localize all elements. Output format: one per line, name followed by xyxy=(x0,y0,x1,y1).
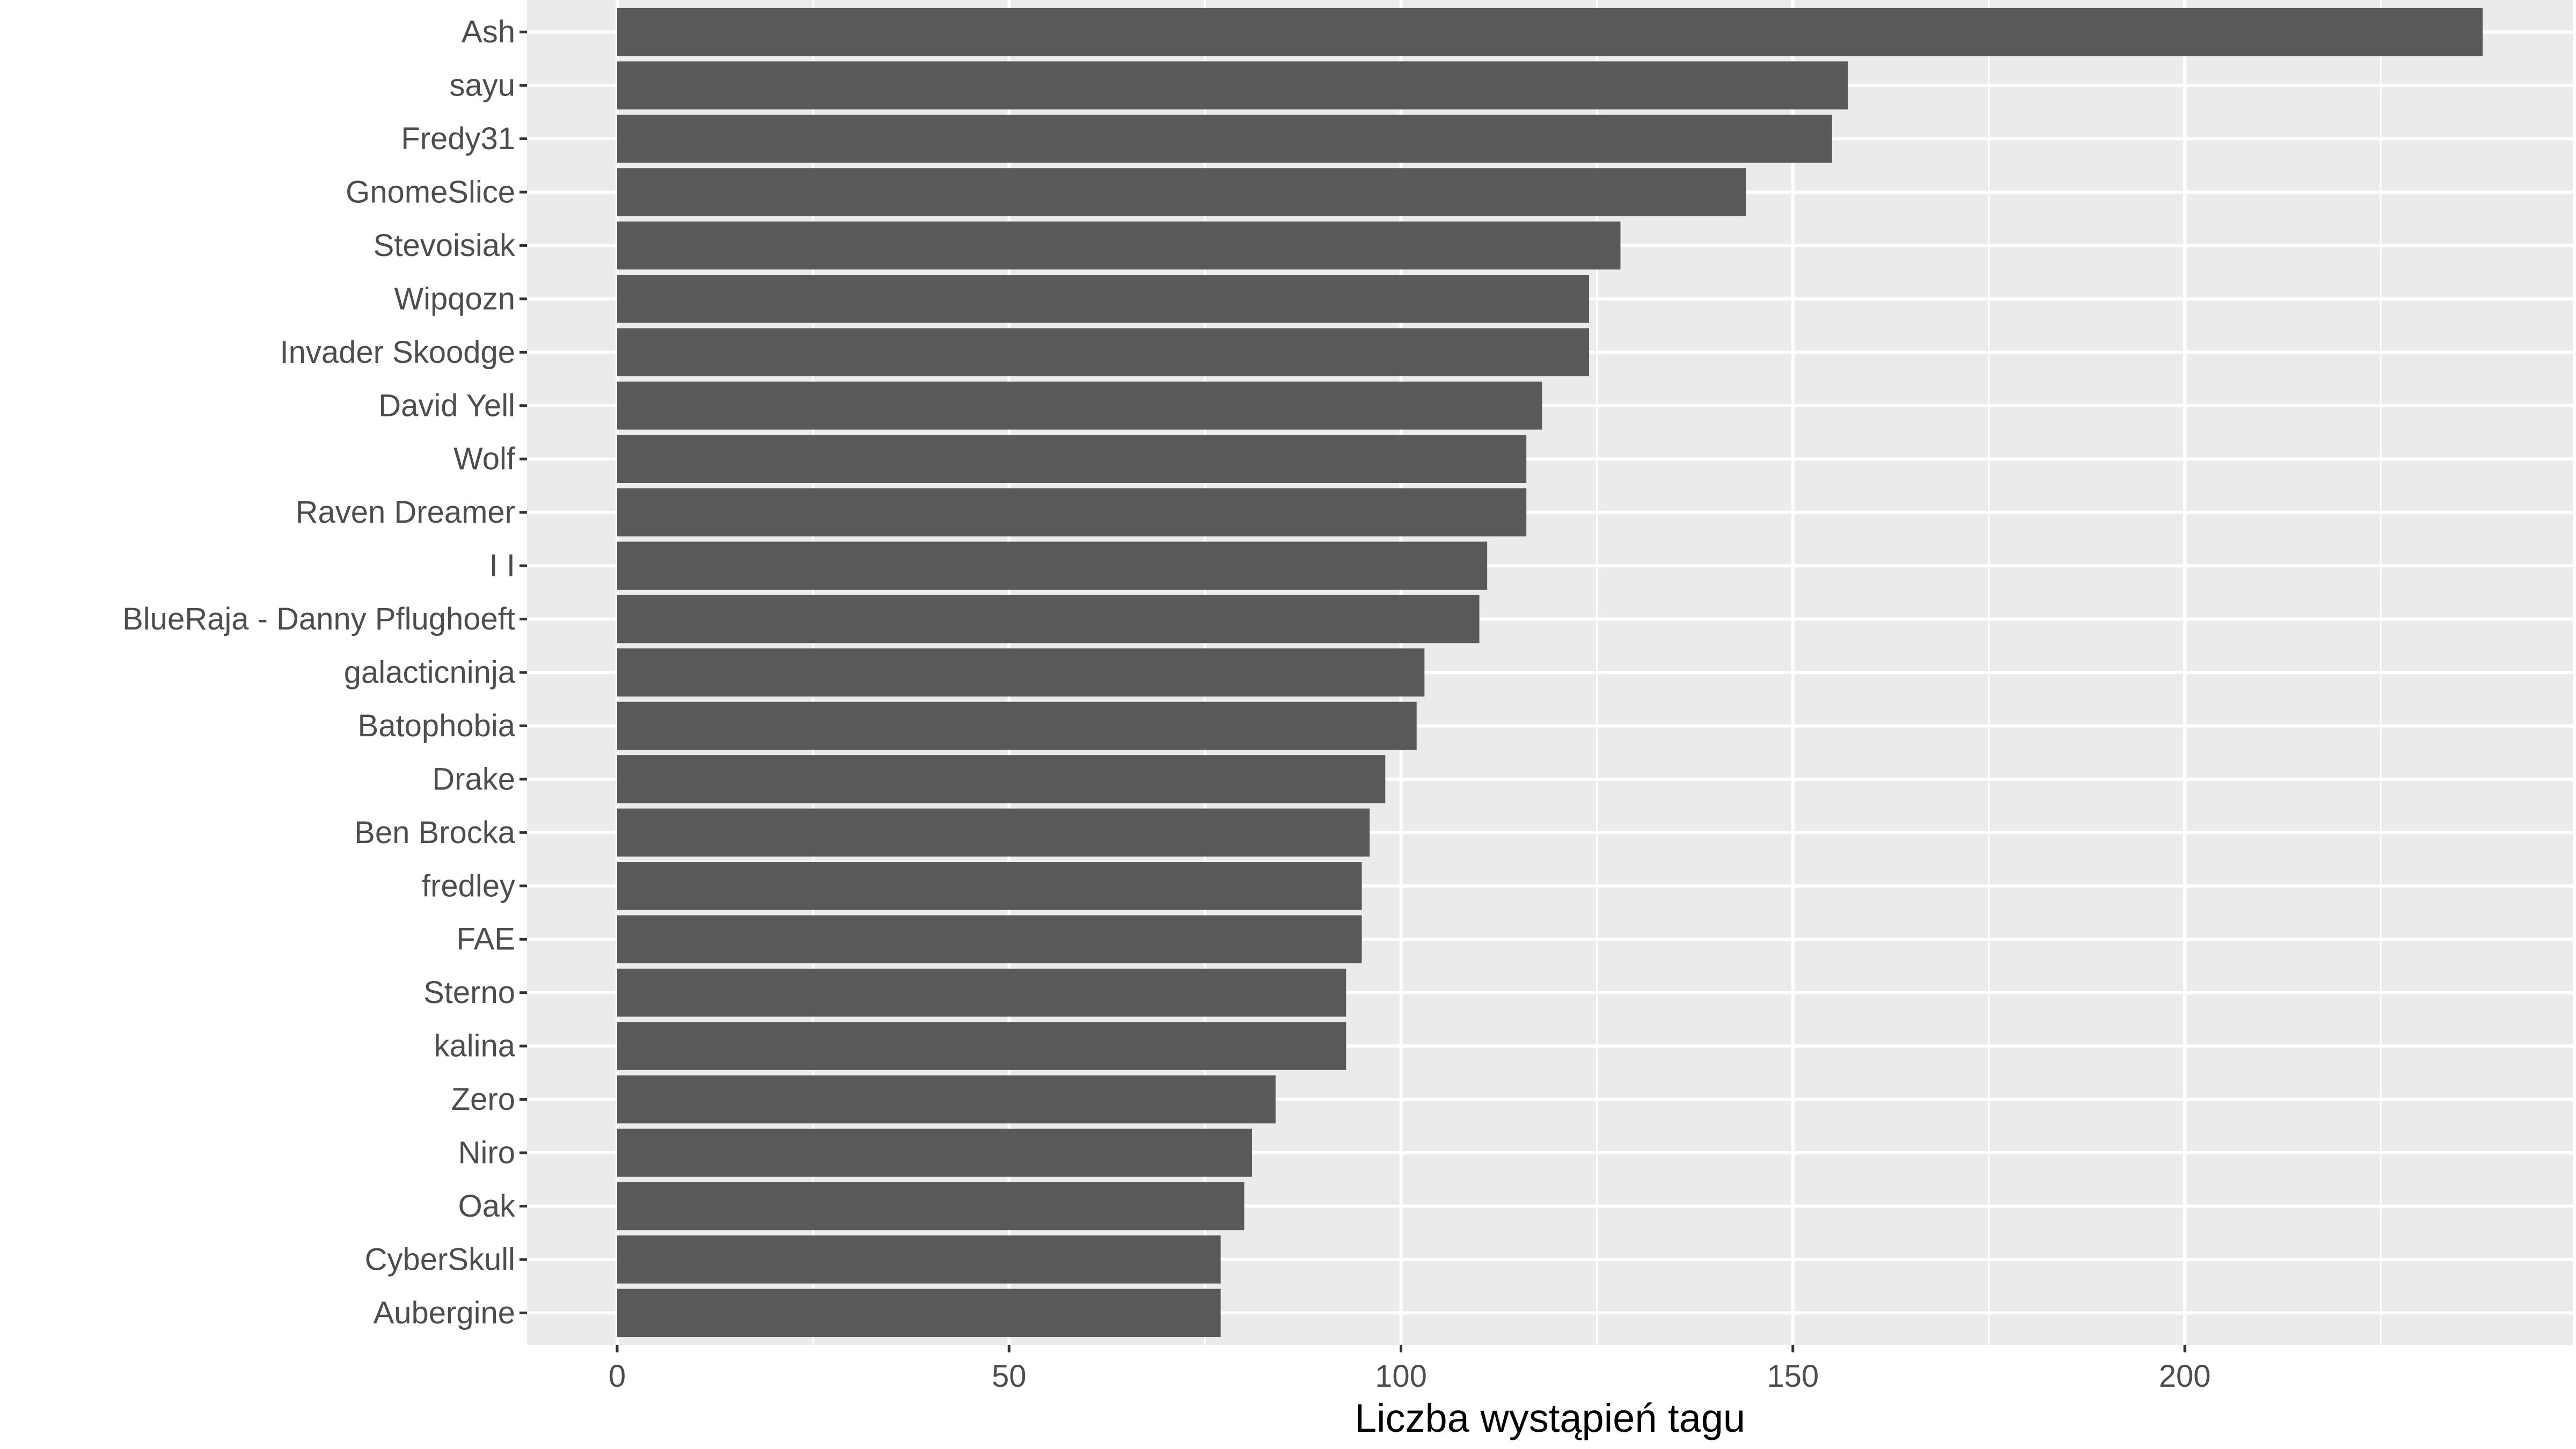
bars xyxy=(617,8,2483,1337)
bar xyxy=(617,114,1832,163)
bar xyxy=(617,382,1542,430)
bar xyxy=(617,1129,1252,1177)
y-axis: Ash sayu Fredy31 GnomeSlice Stevoisiak Wipqoz… xyxy=(122,14,527,1330)
y-tick-label: Ben Brocka xyxy=(354,815,516,850)
x-axis-title: Liczba wystąpień tagu xyxy=(1355,1396,1745,1440)
y-tick-label: David Yell xyxy=(378,388,515,423)
y-tick-label: CyberSkull xyxy=(365,1242,515,1277)
y-tick-label: Stevoisiak xyxy=(374,228,516,263)
bar xyxy=(617,488,1527,537)
x-tick-label: 100 xyxy=(1375,1359,1427,1394)
bar xyxy=(617,1182,1245,1231)
bar xyxy=(617,541,1488,590)
bar xyxy=(617,595,1480,643)
y-tick-label: fredley xyxy=(422,868,515,903)
y-tick-label: Drake xyxy=(432,762,515,796)
y-tick-label: BlueRaja - Danny Pflughoeft xyxy=(122,602,515,636)
y-tick-label: Zero xyxy=(451,1082,515,1117)
x-tick-label: 200 xyxy=(2159,1359,2211,1394)
y-tick-label: Aubergine xyxy=(374,1296,515,1330)
bar xyxy=(617,8,2483,56)
y-tick-label: Fredy31 xyxy=(401,121,515,156)
bar xyxy=(617,755,1386,803)
y-tick-label: I I xyxy=(489,548,515,583)
y-tick-label: Niro xyxy=(458,1136,515,1170)
x-axis: 0 50 100 150 200 xyxy=(609,1345,2211,1394)
bar xyxy=(617,701,1417,750)
bar xyxy=(617,168,1746,216)
bar xyxy=(617,328,1590,377)
bar xyxy=(617,1022,1346,1070)
y-tick-label: Oak xyxy=(458,1189,516,1224)
bar xyxy=(617,275,1590,323)
y-tick-label: Wipqozn xyxy=(394,281,515,316)
y-tick-label: Raven Dreamer xyxy=(296,495,515,530)
y-tick-label: FAE xyxy=(456,922,515,957)
y-tick-label: Sterno xyxy=(423,975,515,1010)
bar xyxy=(617,648,1425,697)
bar xyxy=(617,1235,1221,1284)
bar xyxy=(617,61,1848,109)
bar xyxy=(617,862,1362,910)
bar xyxy=(617,1289,1221,1337)
bar xyxy=(617,808,1370,857)
y-tick-label: kalina xyxy=(434,1029,515,1064)
bar xyxy=(617,1075,1276,1124)
y-tick-label: Batophobia xyxy=(358,708,516,743)
y-tick-label: Ash xyxy=(462,14,515,49)
y-tick-label: Invader Skoodge xyxy=(280,335,515,370)
y-tick-label: sayu xyxy=(449,68,515,103)
bar xyxy=(617,915,1362,963)
bar xyxy=(617,435,1527,483)
bar xyxy=(617,968,1346,1017)
x-tick-label: 0 xyxy=(609,1359,626,1394)
bar xyxy=(617,221,1621,270)
x-tick-label: 150 xyxy=(1767,1359,1819,1394)
y-tick-label: GnomeSlice xyxy=(346,175,515,210)
y-tick-label: Wolf xyxy=(453,442,516,477)
y-tick-label: galacticninja xyxy=(344,655,516,690)
x-tick-label: 50 xyxy=(992,1359,1027,1394)
